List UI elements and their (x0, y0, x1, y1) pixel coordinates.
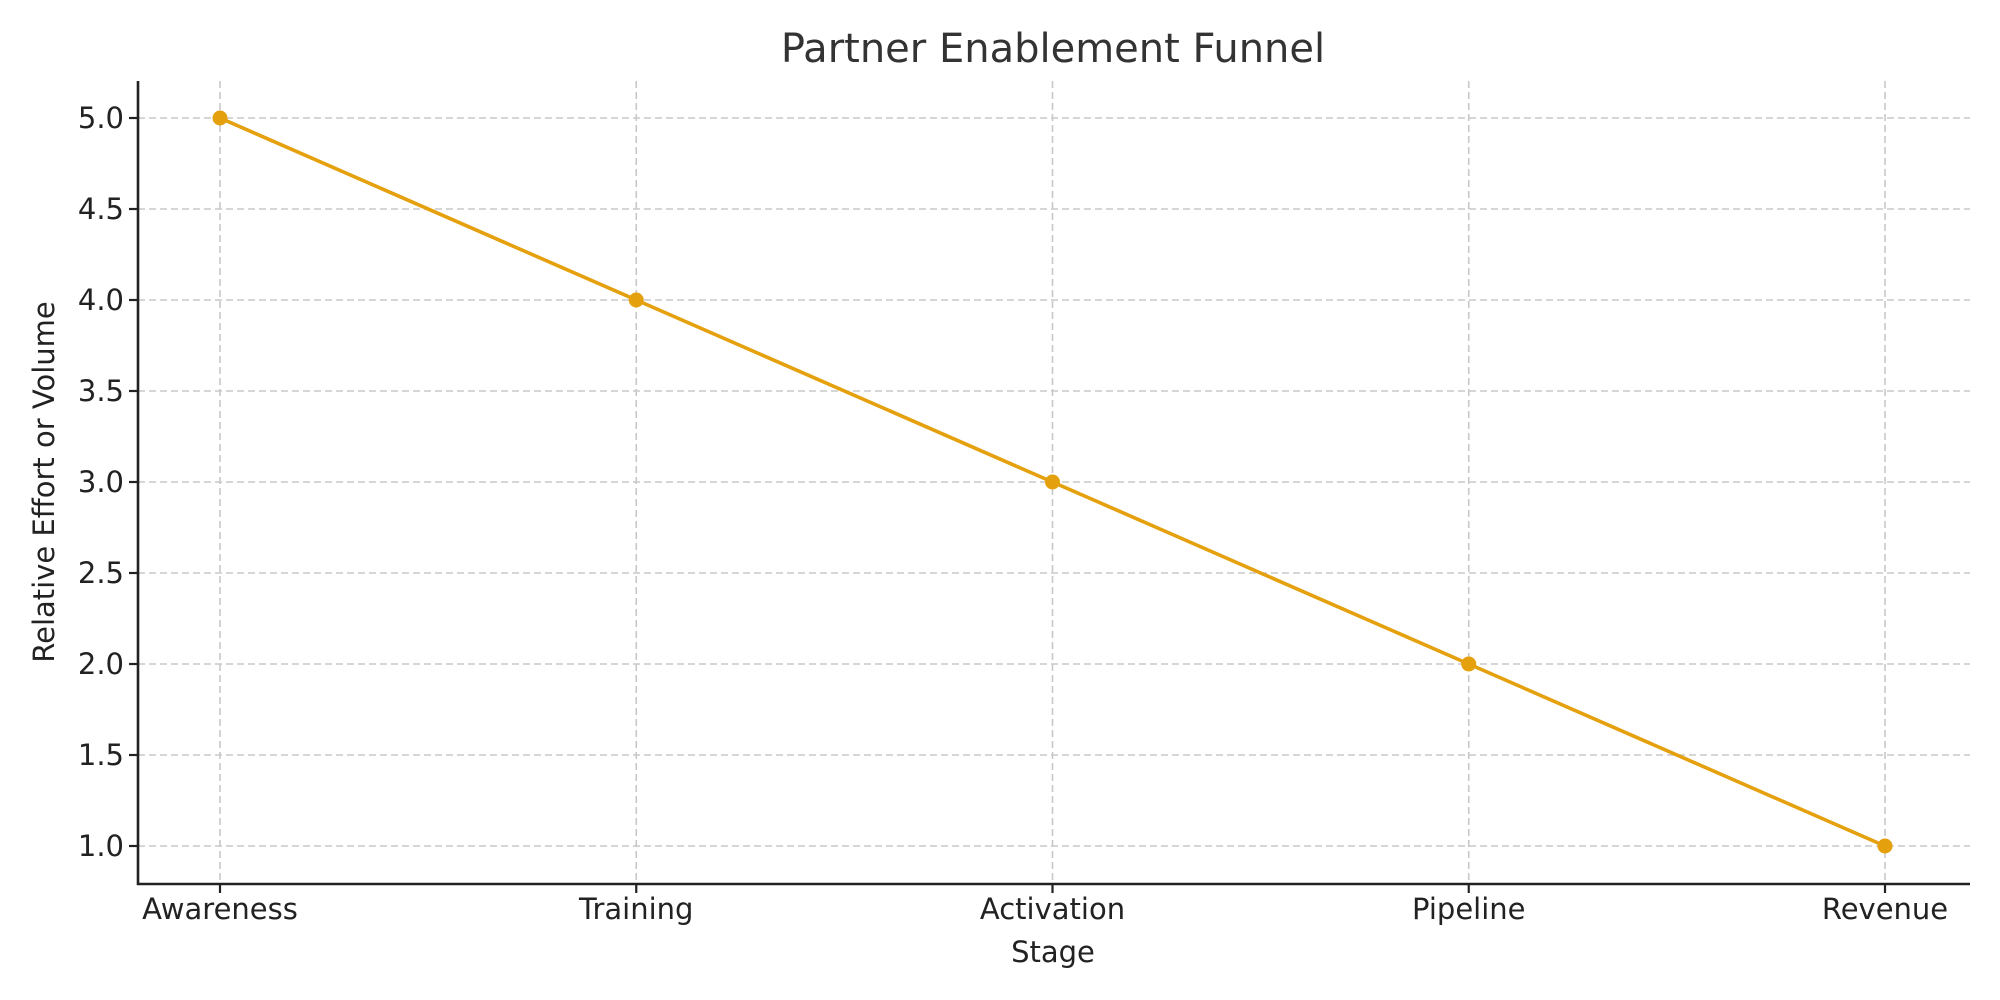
y-axis-label: Relative Effort or Volume (27, 301, 61, 662)
vertical-gridlines (219, 81, 1886, 884)
x-tick-label: Awareness (142, 892, 298, 926)
y-tick-label: 2.5 (78, 556, 124, 590)
axes (136, 81, 1970, 886)
y-tick-label: 4.0 (78, 283, 124, 317)
data-series (212, 110, 1893, 854)
x-tick-label: Revenue (1822, 892, 1948, 926)
data-point-marker (1045, 474, 1060, 490)
y-tick-label: 3.0 (78, 465, 124, 499)
data-point-marker (212, 110, 228, 126)
y-axis-line (136, 81, 1970, 886)
y-tick-label: 1.0 (78, 829, 124, 863)
y-axis-ticks: 1.0 1.5 2.0 2.5 3.0 3.5 4.0 4.5 5.0 (78, 101, 138, 863)
y-tick-label: 3.5 (78, 374, 124, 408)
y-tick-label: 4.5 (78, 192, 124, 226)
y-tick-label: 5.0 (78, 101, 124, 135)
x-tick-label: Training (578, 892, 693, 926)
y-tick-label: 2.0 (78, 647, 124, 681)
data-point-marker (1877, 838, 1893, 854)
data-point-marker (1461, 656, 1477, 672)
x-tick-label: Activation (980, 892, 1125, 926)
x-axis-label: Stage (1011, 935, 1095, 969)
x-axis-ticks: Awareness Training Activation Pipeline Reven… (142, 884, 1948, 926)
x-tick-label: Pipeline (1412, 892, 1526, 926)
y-tick-label: 1.5 (78, 738, 124, 772)
data-point-marker (628, 292, 644, 308)
chart-title: Partner Enablement Funnel (781, 26, 1325, 72)
